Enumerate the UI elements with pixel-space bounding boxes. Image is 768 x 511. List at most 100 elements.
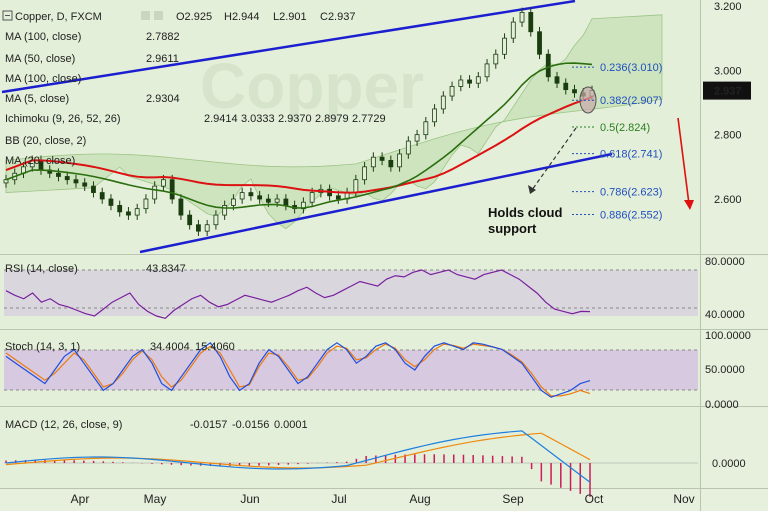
stoch-k-line [5, 341, 591, 398]
macd-line [5, 430, 591, 483]
candle-body [484, 63, 490, 78]
overlay-value: 2.9304 [146, 93, 180, 105]
visibility-icon[interactable] [141, 11, 150, 20]
annotation-line-2: support [488, 221, 537, 236]
collapse-icon[interactable] [2, 10, 13, 21]
price-tick-label: 2.600 [714, 194, 742, 206]
month-label: Oct [585, 492, 604, 506]
forecast-arrow-head [684, 200, 694, 210]
macd-layer [4, 430, 698, 497]
ichimoku-cloud [5, 14, 663, 230]
ohlc-open: O2.925 [176, 11, 212, 23]
candle-body [449, 86, 455, 97]
month-label: Jun [240, 492, 259, 506]
overlay-value: 2.8979 [315, 113, 349, 125]
candle-body [91, 185, 96, 193]
macd-signal-line [5, 432, 591, 469]
ma50-line [5, 62, 593, 209]
candle-body [423, 121, 429, 136]
candle-body [178, 198, 184, 216]
header-buttons[interactable] [141, 11, 163, 20]
rsi-value: 43.8347 [146, 263, 186, 275]
overlay-value: 2.7729 [352, 113, 386, 125]
candle-body [510, 21, 516, 39]
candle-body [537, 31, 542, 55]
month-label: Jul [331, 492, 346, 506]
candle-body [388, 159, 394, 168]
candle-body [213, 214, 219, 226]
candle-body [161, 179, 166, 187]
rsi-layer [4, 269, 698, 319]
stoch-layer [4, 341, 698, 398]
candle-body [108, 198, 114, 206]
symbol-title: Copper, D, FXCM [15, 11, 102, 23]
candle-body [126, 211, 131, 216]
overlay-label: MA (100, close) [5, 73, 81, 85]
candle-body [432, 108, 437, 123]
price-tick-label: 3.000 [714, 65, 742, 77]
fib-level-label: 0.618(2.741) [600, 149, 662, 161]
candle-body [3, 179, 9, 184]
overlay-label: MA (100, close) [5, 31, 81, 43]
watermark-text: Copper [200, 50, 424, 122]
candle-body [134, 208, 140, 216]
overlay-label: MA (50, close) [5, 53, 75, 65]
candle-body [143, 198, 149, 210]
stoch-tick-label: 0.0000 [705, 399, 739, 411]
candle-body [353, 179, 359, 193]
month-label: Nov [673, 492, 694, 506]
candle-body [231, 198, 236, 206]
candle-body [99, 192, 105, 200]
fib-level-label: 0.382(2.907) [600, 95, 662, 107]
fib-level-label: 0.786(2.623) [600, 187, 662, 199]
rsi-line [5, 269, 591, 319]
overlay-value: 2.9414 [204, 113, 238, 125]
candle-body [169, 179, 175, 200]
settings-icon[interactable] [154, 11, 163, 20]
stoch-d-value: 15.4060 [195, 341, 235, 353]
annotation-pointer [531, 127, 577, 191]
forecast-arrow [677, 117, 690, 205]
candle-body [196, 224, 201, 232]
rsi-label: RSI (14, close) [5, 263, 78, 275]
axis-layer: 3.200 3.000 2.800 2.600 2.937 Apr May Jun Jul Aug… [71, 1, 751, 506]
candle-body [362, 166, 367, 181]
overlay-value: 2.9370 [278, 113, 312, 125]
candle-body [370, 156, 376, 168]
candle-body [117, 205, 123, 213]
candle-body [204, 224, 210, 232]
lower-trendline [139, 152, 613, 254]
macd-value: 0.0001 [274, 419, 308, 431]
candle-body [554, 76, 560, 84]
fib-level-label: 0.886(2.552) [600, 209, 662, 221]
candle-body [222, 205, 228, 216]
overlay-value: 2.9611 [146, 53, 179, 65]
last-price-label: 2.937 [714, 86, 742, 98]
rsi-band [4, 270, 698, 316]
fib-level-label: 0.5(2.824) [600, 122, 650, 134]
last-price-badge [703, 81, 751, 100]
price-tick-label: 2.800 [714, 130, 742, 142]
candle-body [239, 192, 245, 200]
candle-body [73, 179, 79, 184]
macd-pane[interactable] [0, 408, 700, 488]
month-label: Sep [502, 492, 524, 506]
candle-body [545, 53, 551, 78]
candle-body [502, 37, 507, 55]
candle-body [563, 82, 569, 91]
candle-body [475, 76, 481, 84]
stoch-tick-label: 50.0000 [705, 364, 745, 376]
candle-body [82, 182, 88, 187]
overlay-label: MA (20, close) [5, 155, 75, 167]
candle-body [152, 185, 158, 200]
ma100-line [5, 96, 593, 194]
macd-tick-label: 0.0000 [712, 458, 746, 470]
candle-body [519, 12, 525, 23]
stoch-tick-label: 100.0000 [705, 330, 751, 342]
fib-level-label: 0.236(3.010) [600, 62, 662, 74]
upper-trendline [1, 0, 576, 94]
annotation-pointer-head [528, 185, 536, 194]
candle-body [572, 89, 577, 94]
